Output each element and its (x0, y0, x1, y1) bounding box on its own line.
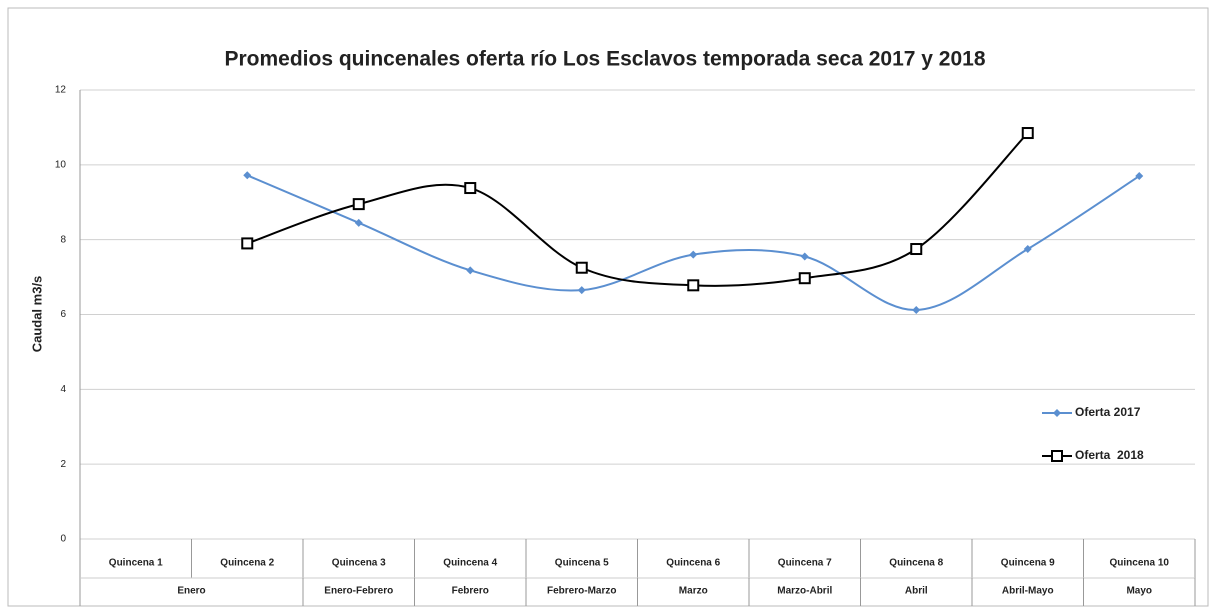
marker (687, 279, 700, 292)
group-label: Marzo (679, 586, 708, 597)
marker (464, 182, 477, 195)
marker (352, 198, 365, 211)
x-tick-label: Quincena 7 (778, 558, 832, 569)
marker (912, 306, 921, 315)
x-tick-label: Quincena 4 (443, 558, 497, 569)
legend-label: Oferta 2018 (1075, 448, 1144, 462)
legend-label: Oferta 2017 (1075, 405, 1141, 419)
group-label: Enero-Febrero (324, 586, 393, 597)
x-tick-label: Quincena 2 (220, 558, 274, 569)
x-tick-label: Quincena 6 (666, 558, 720, 569)
marker (466, 266, 475, 275)
x-tick-label: Quincena 9 (1001, 558, 1055, 569)
legend-marker (1053, 409, 1061, 417)
y-tick-label: 10 (55, 159, 67, 170)
marker (910, 243, 923, 256)
y-tick-label: 0 (60, 534, 66, 545)
x-tick-label: Quincena 1 (109, 558, 163, 569)
group-label: Marzo-Abril (777, 586, 832, 597)
marker (1023, 245, 1032, 254)
y-tick-label: 2 (60, 459, 66, 470)
marker (241, 237, 254, 250)
chart-title: Promedios quincenales oferta río Los Esc… (224, 48, 985, 71)
group-label: Enero (177, 586, 205, 597)
group-label: Febrero (452, 586, 489, 597)
marker (575, 261, 588, 274)
chart-frame (7, 7, 1209, 607)
y-axis-label: Caudal m3/s (29, 276, 44, 353)
y-tick-label: 6 (60, 309, 66, 320)
y-tick-label: 4 (60, 384, 66, 395)
marker (1135, 172, 1144, 181)
marker (1021, 127, 1034, 140)
x-tick-label: Quincena 3 (332, 558, 386, 569)
marker (798, 272, 811, 285)
legend-marker (1051, 450, 1063, 462)
x-tick-label: Quincena 5 (555, 558, 609, 569)
group-label: Abril-Mayo (1002, 586, 1054, 597)
marker (689, 250, 698, 259)
marker (800, 252, 809, 261)
group-label: Abril (905, 586, 928, 597)
marker (243, 171, 252, 180)
group-label: Febrero-Marzo (547, 586, 616, 597)
x-tick-label: Quincena 8 (889, 558, 943, 569)
marker (354, 218, 363, 227)
x-tick-label: Quincena 10 (1110, 558, 1170, 569)
marker (577, 286, 586, 295)
y-tick-label: 12 (55, 85, 67, 96)
group-label: Mayo (1126, 586, 1152, 597)
y-tick-label: 8 (60, 234, 66, 245)
